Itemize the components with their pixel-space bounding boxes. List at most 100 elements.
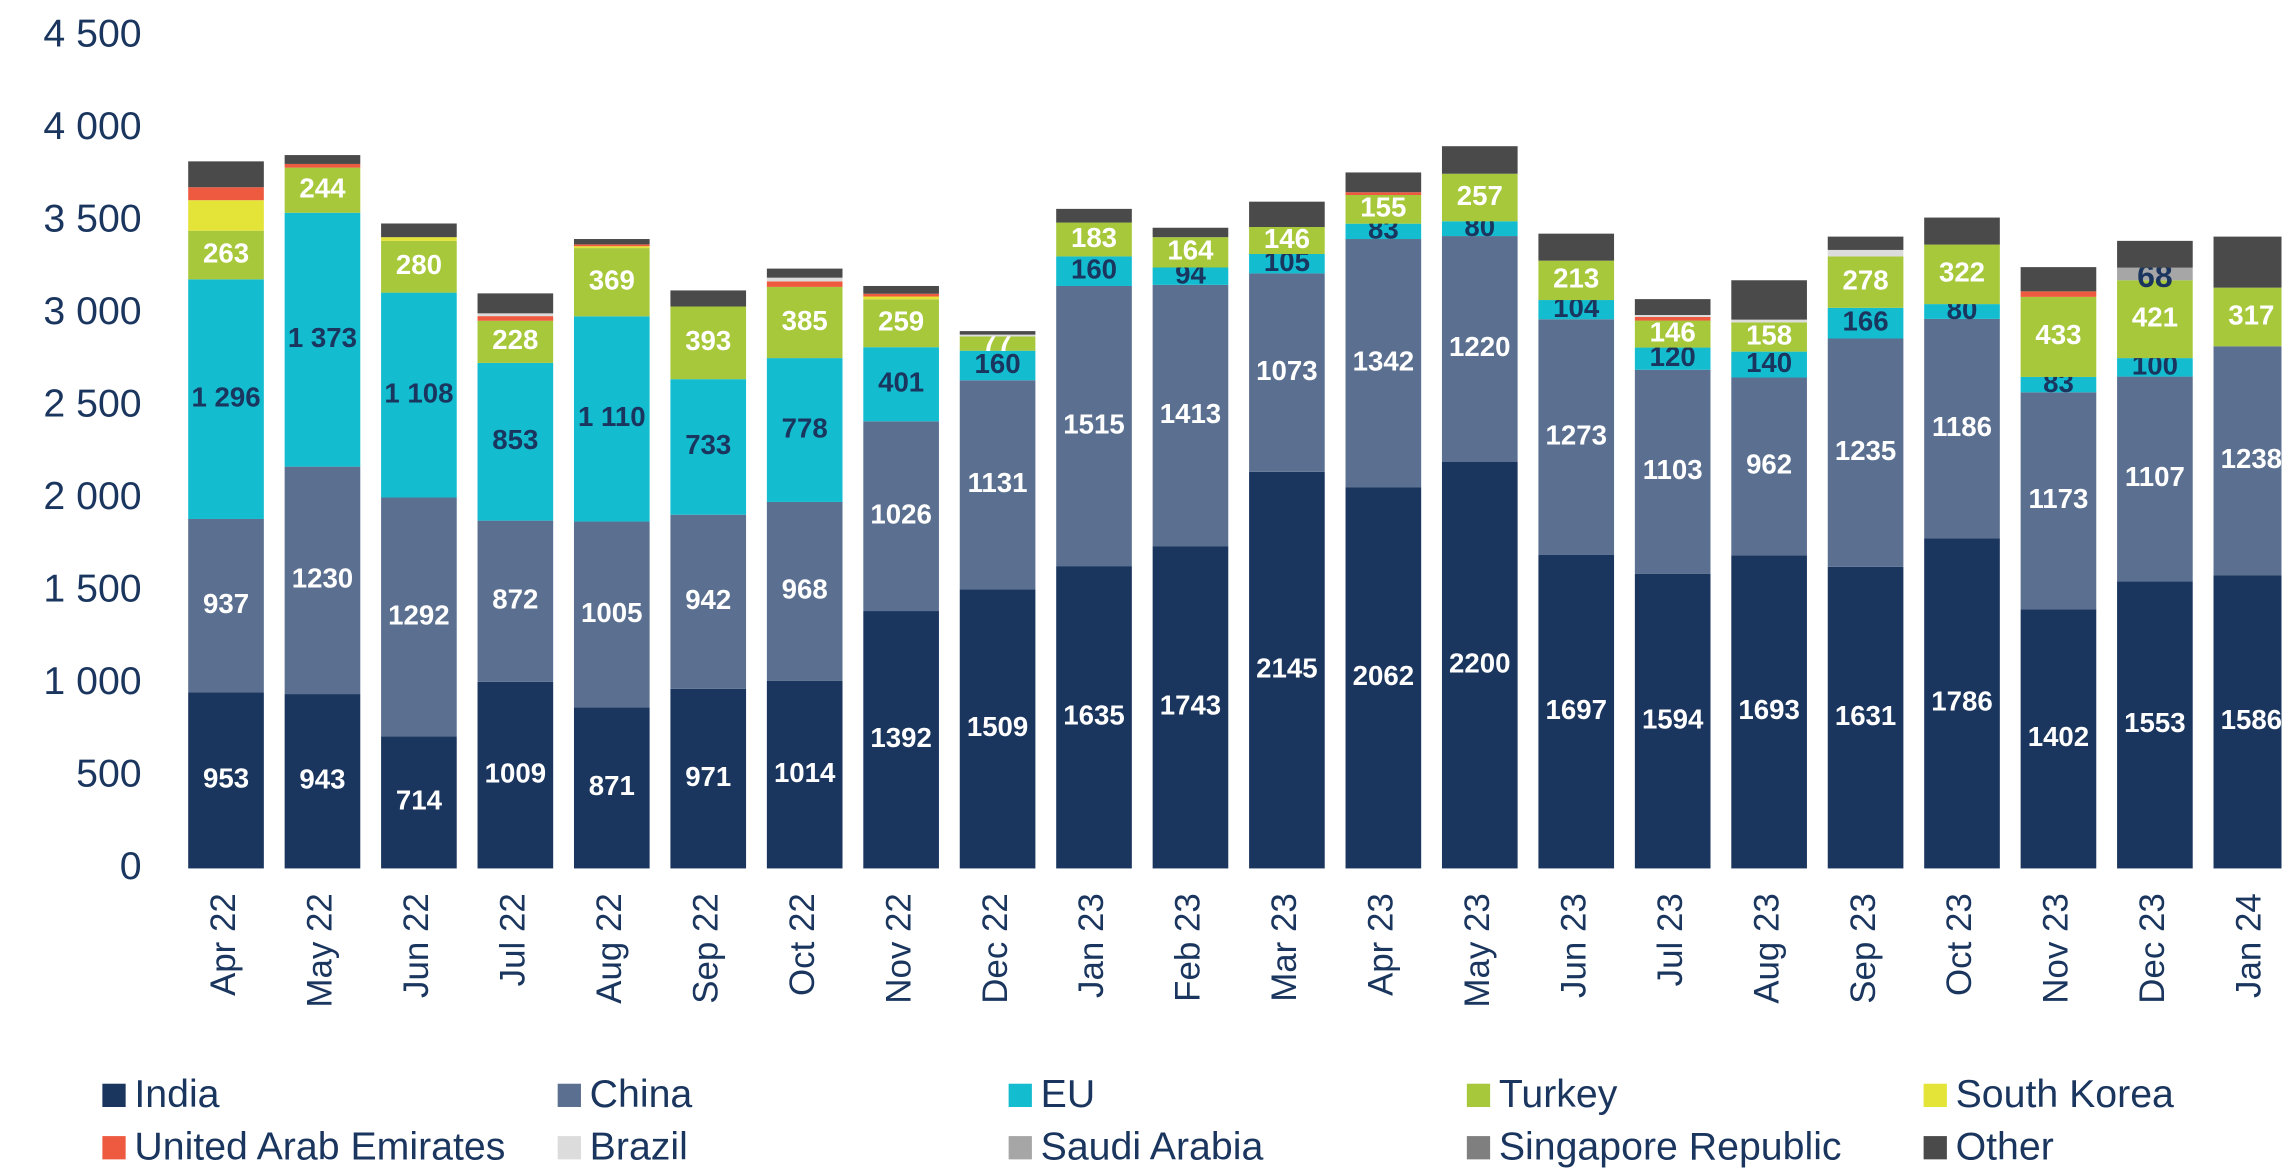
bar-segment [573, 248, 650, 317]
bar-segment [1634, 315, 1711, 317]
bar-segment [1249, 227, 1325, 254]
bar-segment [1056, 256, 1132, 286]
data-label: 257 [1457, 180, 1503, 211]
x-tick-label: Jul 22 [494, 893, 533, 986]
data-label: 1 108 [384, 377, 453, 408]
x-tick-label: Feb 23 [1169, 893, 1208, 1002]
data-label: 1342 [1353, 345, 1414, 376]
bar-segment [2020, 291, 2097, 297]
bar-segment [1827, 307, 1904, 339]
data-label: 1230 [292, 563, 353, 594]
legend-label: United Arab Emirates [134, 1125, 505, 1169]
bar-segment [766, 268, 843, 278]
data-label: 1131 [968, 467, 1028, 498]
data-label: 77 [982, 326, 1013, 357]
bar-segment [1731, 319, 1807, 323]
bar-segment [1345, 487, 1422, 869]
bar-segment [766, 680, 843, 869]
bar-segment [2213, 287, 2282, 347]
data-label: 971 [685, 761, 731, 792]
data-label: 160 [1071, 253, 1117, 284]
data-label: 393 [685, 325, 731, 356]
legend-swatch [102, 1136, 126, 1160]
bar-segment [381, 292, 457, 498]
legend-label: India [134, 1072, 219, 1116]
bar-segment [1731, 351, 1807, 378]
bar-segment [2117, 267, 2193, 281]
bar-segment [477, 293, 554, 314]
x-tick-label: Mar 23 [1265, 893, 1304, 1002]
bar-segment [1634, 573, 1711, 869]
bar-segment [188, 161, 264, 188]
bar-segment [2213, 575, 2282, 869]
y-tick-label: 3 000 [43, 289, 141, 333]
bar-segment [1538, 554, 1615, 869]
bar-segment [1345, 192, 1422, 196]
x-tick-label: Apr 22 [204, 893, 243, 996]
bar-segment [766, 277, 843, 282]
bar-segment [1441, 173, 1518, 222]
y-tick-label: 2 500 [43, 382, 141, 426]
data-label: 1 373 [288, 322, 357, 353]
legend-swatch [1008, 1083, 1032, 1107]
data-label: 872 [492, 584, 538, 615]
legend-label: Brazil [590, 1125, 688, 1169]
legend-label: Other [1956, 1125, 2054, 1169]
data-label: 1220 [1449, 331, 1510, 362]
data-label: 317 [2228, 299, 2274, 330]
data-label: 1235 [1835, 435, 1896, 466]
data-label: 853 [492, 424, 538, 455]
data-label: 278 [1843, 264, 1889, 295]
bar-segment [1827, 236, 1904, 250]
x-tick-label: Jun 23 [1554, 893, 1593, 998]
bar-segment [1924, 538, 2000, 869]
data-label: 1009 [485, 757, 546, 788]
data-label: 1402 [2028, 721, 2089, 752]
bar-segment [188, 518, 264, 693]
data-label: 1631 [1835, 700, 1896, 731]
bar-segment [2117, 240, 2193, 268]
bar-segment [477, 313, 554, 317]
data-label: 714 [396, 785, 443, 816]
data-label: 146 [1650, 316, 1696, 347]
bar-segment [959, 589, 1036, 869]
bar-segment [1731, 280, 1807, 320]
bar-segment [1731, 377, 1807, 556]
bar-segment [670, 379, 747, 515]
y-tick-label: 2 000 [43, 474, 141, 518]
bar-segment [1345, 195, 1422, 224]
bar-segment [284, 155, 361, 164]
x-tick-label: Oct 23 [1940, 893, 1979, 996]
bar-segment [573, 244, 650, 247]
bar-segment [1345, 239, 1422, 488]
bar-segment [670, 306, 747, 380]
data-label: 953 [203, 763, 249, 794]
bar-segment [573, 316, 650, 522]
data-label: 1273 [1545, 419, 1606, 450]
bar-segment [670, 290, 747, 307]
bar-segment [381, 237, 457, 241]
bar-segment [1249, 273, 1325, 472]
data-label: 421 [2132, 301, 2178, 332]
data-label: 1697 [1545, 694, 1606, 725]
x-tick-label: Jan 23 [1072, 893, 1111, 998]
legend-swatch [557, 1083, 581, 1107]
bar-segment [381, 223, 457, 238]
x-tick-label: Dec 23 [2133, 893, 2172, 1004]
bar-segment [2020, 267, 2097, 292]
data-label: 1014 [774, 757, 836, 788]
bar-segment [284, 212, 361, 467]
bar-segment [1634, 347, 1711, 370]
bar-segment [284, 167, 361, 213]
bar-segment [2213, 346, 2282, 576]
y-tick-label: 4 000 [43, 104, 141, 148]
data-label: 228 [492, 324, 538, 355]
bar-segment [477, 520, 554, 682]
bar-segment [1056, 285, 1132, 567]
data-label: 433 [2035, 319, 2081, 350]
data-label: 1553 [2124, 707, 2185, 738]
bar-segment [188, 200, 264, 231]
data-label: 160 [975, 348, 1021, 379]
legend-label: Turkey [1499, 1072, 1618, 1116]
